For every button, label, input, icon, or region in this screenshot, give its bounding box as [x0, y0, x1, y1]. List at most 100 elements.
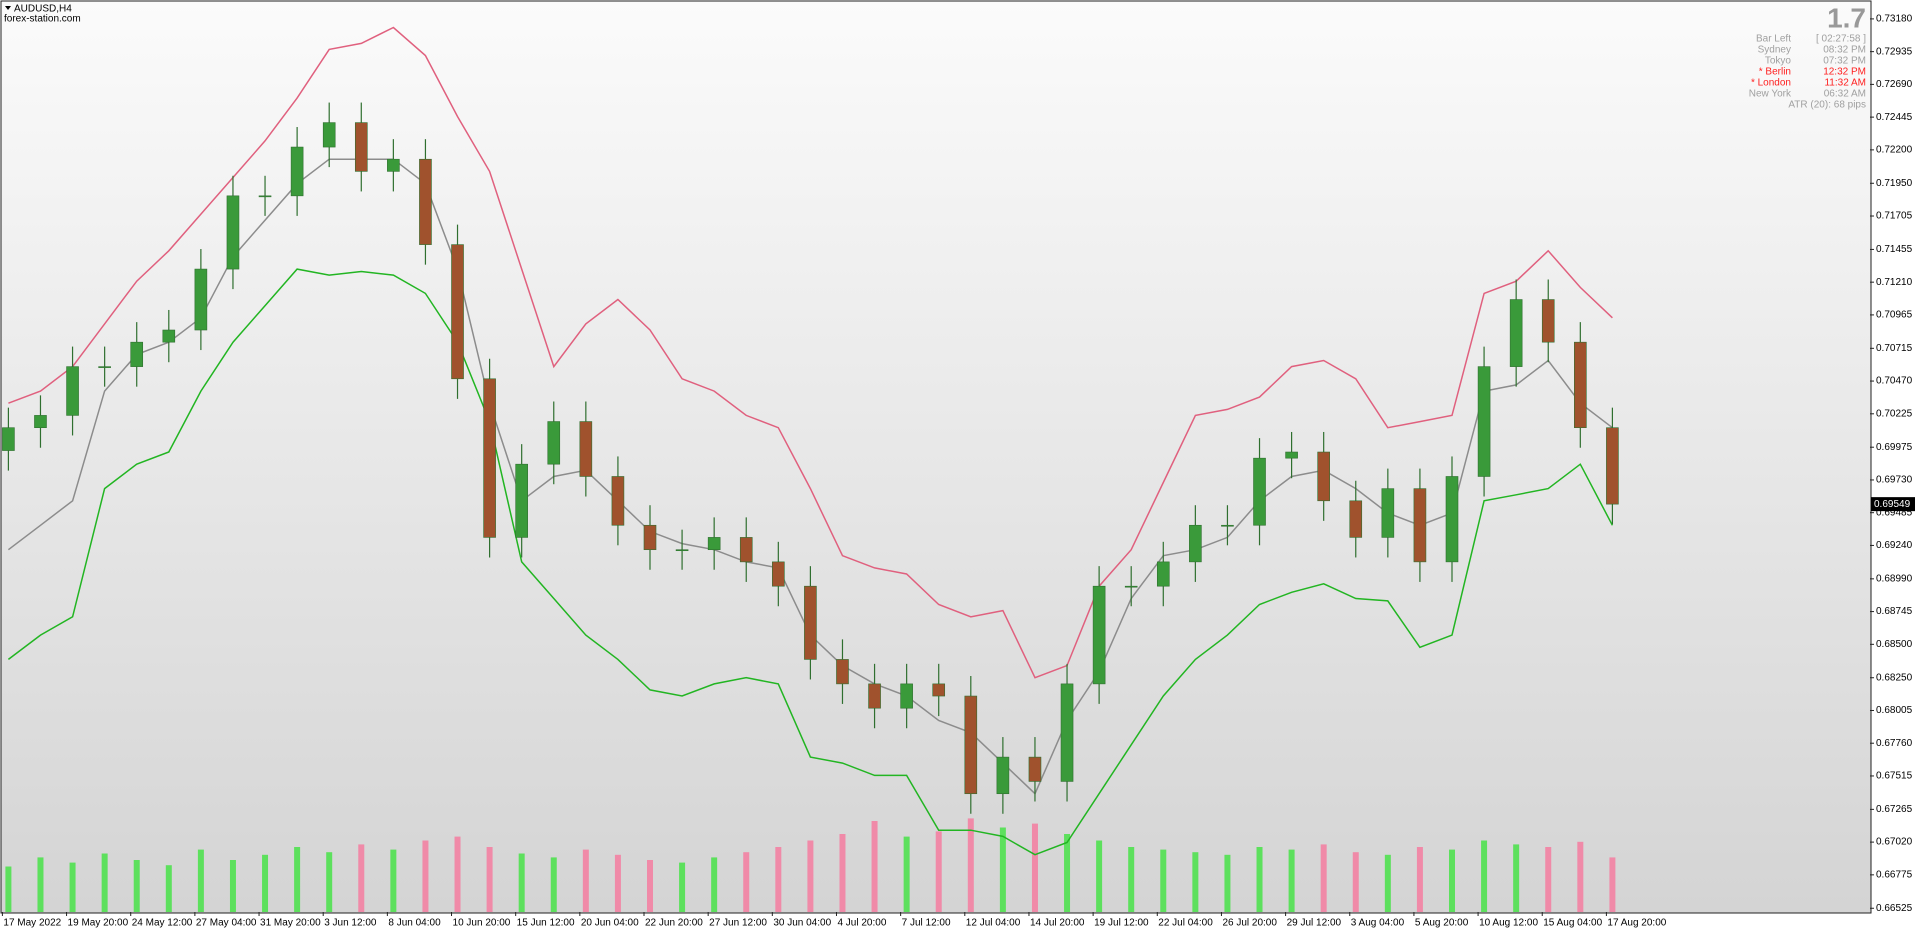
candle-body — [836, 659, 849, 685]
candle-body — [2, 427, 15, 451]
candle-body — [900, 683, 913, 709]
candle-body — [579, 421, 593, 477]
candle-body — [1317, 451, 1330, 502]
info-value: 12:32 PM — [1823, 67, 1866, 78]
y-tick-label: 0.68990 — [1876, 573, 1913, 584]
y-tick-label: 0.72445 — [1876, 112, 1913, 123]
info-value: 11:32 AM — [1824, 78, 1866, 89]
volume-bar — [454, 836, 461, 912]
volume-bar — [165, 865, 172, 912]
volume-bar — [679, 862, 686, 912]
y-tick-label: 0.70225 — [1876, 408, 1913, 419]
x-tick-label: 19 May 20:00 — [68, 918, 129, 929]
volume-bar — [1096, 840, 1103, 912]
volume-bar — [1160, 849, 1167, 912]
volume-bar — [1031, 823, 1038, 912]
x-tick-label: 31 May 20:00 — [260, 918, 321, 929]
volume-bar — [711, 857, 718, 912]
candle-body — [643, 524, 657, 551]
volume-bar — [326, 852, 333, 912]
x-tick-label: 19 Jul 12:00 — [1094, 918, 1149, 929]
info-value: 08:32 PM — [1823, 45, 1866, 56]
volume-bar — [229, 860, 236, 912]
symbol-menu-icon[interactable] — [5, 6, 11, 10]
candle-body — [1092, 585, 1106, 685]
volume-bar — [1481, 840, 1488, 912]
candle-body — [1574, 341, 1587, 428]
plot-area — [0, 0, 1872, 914]
candle-body — [772, 561, 785, 587]
volume-bar — [197, 849, 204, 912]
x-tick-label: 7 Jul 12:00 — [902, 918, 951, 929]
site: forex-station.com — [4, 14, 81, 25]
x-tick-label: 27 Jun 12:00 — [709, 918, 767, 929]
candle-body — [1189, 524, 1202, 563]
y-tick-label: 0.68005 — [1876, 705, 1913, 716]
volume-bar — [999, 827, 1006, 912]
volume-bar — [1545, 847, 1552, 912]
price-label-box — [1871, 497, 1915, 512]
volume-bar — [839, 834, 846, 912]
volume-bar — [967, 818, 974, 912]
volume-bar — [935, 831, 942, 912]
y-tick-label: 0.70965 — [1876, 310, 1913, 321]
volume-bar — [1577, 841, 1584, 912]
candle-body — [804, 585, 817, 660]
candle-body — [1445, 476, 1459, 563]
volume-bar — [37, 857, 44, 912]
candle-body — [419, 158, 432, 245]
volume-bar — [1192, 852, 1199, 912]
info-value: [ 02:27:58 ] — [1816, 34, 1866, 45]
y-tick-label: 0.69240 — [1876, 540, 1913, 551]
volume-bar — [614, 854, 621, 912]
candle-body — [130, 341, 144, 367]
volume-bar — [647, 860, 653, 912]
candle-body — [1509, 299, 1523, 367]
volume-bar — [903, 836, 910, 912]
y-tick-label: 0.68745 — [1876, 606, 1913, 617]
x-tick-label: 5 Aug 20:00 — [1415, 918, 1469, 929]
volume-bar — [743, 852, 750, 912]
volume-bar — [807, 840, 814, 912]
candle-body — [194, 268, 208, 331]
x-tick-label: 29 Jul 12:00 — [1287, 918, 1342, 929]
x-tick-label: 15 Jun 12:00 — [517, 918, 575, 929]
info-label: Tokyo — [1765, 56, 1792, 67]
candle-body — [1413, 488, 1427, 563]
volume-bar — [1513, 844, 1520, 912]
x-tick-label: 24 May 12:00 — [132, 918, 193, 929]
atr: ATR (20): 68 pips — [1788, 100, 1866, 111]
candle-body — [1221, 524, 1234, 527]
y-tick-label: 0.73180 — [1876, 14, 1913, 25]
y-tick-label: 0.69730 — [1876, 475, 1913, 486]
y-tick-label: 0.67020 — [1876, 837, 1913, 848]
y-tick-label: 0.72935 — [1876, 46, 1913, 57]
volume-bar — [1224, 854, 1231, 912]
candle-body — [1156, 561, 1170, 587]
candle-body — [322, 122, 336, 148]
y-tick-label: 0.68250 — [1876, 672, 1913, 683]
candle-body — [98, 366, 111, 368]
volume-bar — [775, 847, 782, 912]
volume-bar — [69, 862, 76, 912]
y-tick-label: 0.66775 — [1876, 869, 1913, 880]
x-tick-label: 22 Jul 04:00 — [1158, 918, 1213, 929]
x-tick-label: 12 Jul 04:00 — [966, 918, 1021, 929]
x-tick-label: 3 Aug 04:00 — [1351, 918, 1405, 929]
candle-body — [483, 378, 496, 538]
candle-body — [226, 195, 240, 270]
candle-body — [258, 195, 272, 198]
info-value: 06:32 AM — [1824, 89, 1866, 100]
y-tick-label: 0.67265 — [1876, 804, 1913, 815]
volume-bar — [550, 857, 557, 912]
volume-bar — [1449, 849, 1455, 912]
candle-body — [547, 421, 561, 465]
volume-bar — [5, 866, 12, 912]
candle-body — [611, 476, 625, 526]
candle-body — [996, 756, 1010, 795]
x-tick-label: 20 Jun 04:00 — [581, 918, 639, 929]
x-tick-label: 17 Aug 20:00 — [1607, 918, 1666, 929]
y-tick-label: 0.72200 — [1876, 145, 1913, 156]
band-upper — [8, 26, 1613, 679]
